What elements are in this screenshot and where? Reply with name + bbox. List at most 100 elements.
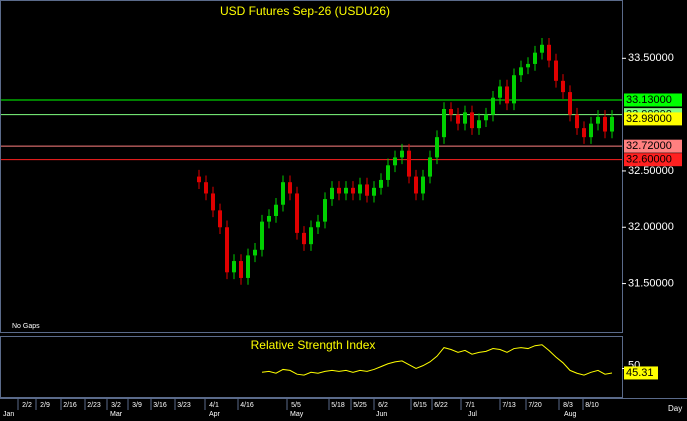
x-tick-label: 7/1: [465, 402, 475, 409]
last-price-box: [624, 112, 682, 126]
candle-body: [589, 123, 593, 138]
candle-body: [603, 116, 607, 132]
candle-body: [246, 255, 250, 278]
x-month-label: Apr: [209, 411, 221, 418]
level-label: 33.13000: [626, 94, 672, 106]
x-tick-label: 2/2: [22, 402, 32, 409]
candle-body: [463, 112, 467, 124]
x-tick-label: 6/22: [434, 402, 448, 409]
candle-body: [442, 108, 446, 138]
x-tick-label: 2/9: [40, 402, 50, 409]
y-tick-label: 32.00000: [628, 221, 674, 233]
candle-body: [288, 182, 292, 194]
x-month-label: May: [290, 411, 304, 418]
note: No Gaps: [12, 323, 40, 330]
candle-body: [358, 184, 362, 194]
candle-body: [435, 137, 439, 158]
candle-body: [400, 150, 404, 158]
y-tick-label: 32.50000: [628, 165, 674, 177]
candle-body: [568, 92, 572, 115]
rsi-title: Relative Strength Index: [251, 338, 376, 352]
candle-body: [561, 80, 565, 93]
x-tick-label: 8/3: [563, 402, 573, 409]
candle-body: [484, 114, 488, 121]
candle-body: [337, 187, 341, 194]
x-tick-label: 4/1: [209, 402, 219, 409]
x-month-label: Jun: [376, 411, 387, 418]
candle-body: [295, 193, 299, 233]
candle-body: [218, 210, 222, 228]
candle-body: [274, 204, 278, 216]
candle-body: [526, 63, 530, 68]
x-tick-label: 8/10: [585, 402, 599, 409]
candle-body: [204, 182, 208, 194]
level-box: [624, 139, 682, 153]
x-month-label: Aug: [564, 411, 577, 418]
candle-body: [491, 97, 495, 115]
candle-body: [505, 86, 509, 104]
rsi-panel: [0, 336, 623, 398]
candle-body: [260, 221, 264, 250]
candle-body: [575, 114, 579, 129]
candle-body: [393, 157, 397, 166]
candle-body: [323, 199, 327, 222]
candle-body: [610, 116, 614, 132]
x-tick-label: 5/25: [353, 402, 367, 409]
candle-body: [596, 116, 600, 124]
candle-body: [386, 165, 390, 180]
candle-body: [232, 261, 236, 273]
candle-body: [253, 249, 257, 256]
x-month-label: Jul: [468, 411, 477, 418]
x-tick-label: 7/20: [528, 402, 542, 409]
candle-body: [449, 108, 453, 115]
candle-body: [330, 187, 334, 200]
candle-body: [428, 157, 432, 177]
x-tick-label: 7/13: [502, 402, 516, 409]
level-label: 32.72000: [626, 140, 672, 152]
candle-body: [302, 232, 306, 245]
chart-title: USD Futures Sep-26 (USDU26): [220, 4, 390, 18]
candle-body: [519, 67, 523, 76]
candle-body: [281, 182, 285, 205]
candle-body: [470, 112, 474, 129]
candle-body: [554, 60, 558, 81]
candle-body: [540, 44, 544, 53]
candle-body: [197, 176, 201, 183]
candle-body: [239, 261, 243, 278]
x-tick-label: 3/2: [111, 402, 121, 409]
level-box: [624, 93, 682, 107]
rsi-last-box: [624, 366, 658, 380]
candle-body: [498, 86, 502, 98]
x-tick-label: 5/18: [331, 402, 345, 409]
candle-body: [365, 184, 369, 196]
candle-body: [316, 221, 320, 228]
x-tick-label: 6/2: [378, 402, 388, 409]
candle-body: [211, 193, 215, 211]
x-month-label: Jan: [3, 411, 14, 418]
price-panel: [0, 0, 623, 333]
x-tick-label: 3/23: [177, 402, 191, 409]
y-tick-label: 31.50000: [628, 277, 674, 289]
x-tick-label: 5/5: [291, 402, 301, 409]
x-month-label: Mar: [110, 411, 123, 418]
y-tick-label: 33.50000: [628, 52, 674, 64]
candle-body: [456, 114, 460, 124]
candle-body: [267, 215, 271, 222]
candle-body: [547, 44, 551, 61]
candle-body: [344, 187, 348, 194]
candle-body: [372, 187, 376, 196]
candle-body: [225, 227, 229, 273]
level-label: 32.60000: [626, 154, 672, 166]
x-tick-label: 6/15: [413, 402, 427, 409]
x-tick-label: 3/16: [153, 402, 167, 409]
level-box: [624, 153, 682, 167]
candle-body: [407, 150, 411, 177]
x-unit: Day: [668, 404, 682, 413]
candle-body: [309, 227, 313, 245]
candle-body: [421, 176, 425, 194]
candle-body: [379, 179, 383, 188]
candle-body: [477, 120, 481, 129]
